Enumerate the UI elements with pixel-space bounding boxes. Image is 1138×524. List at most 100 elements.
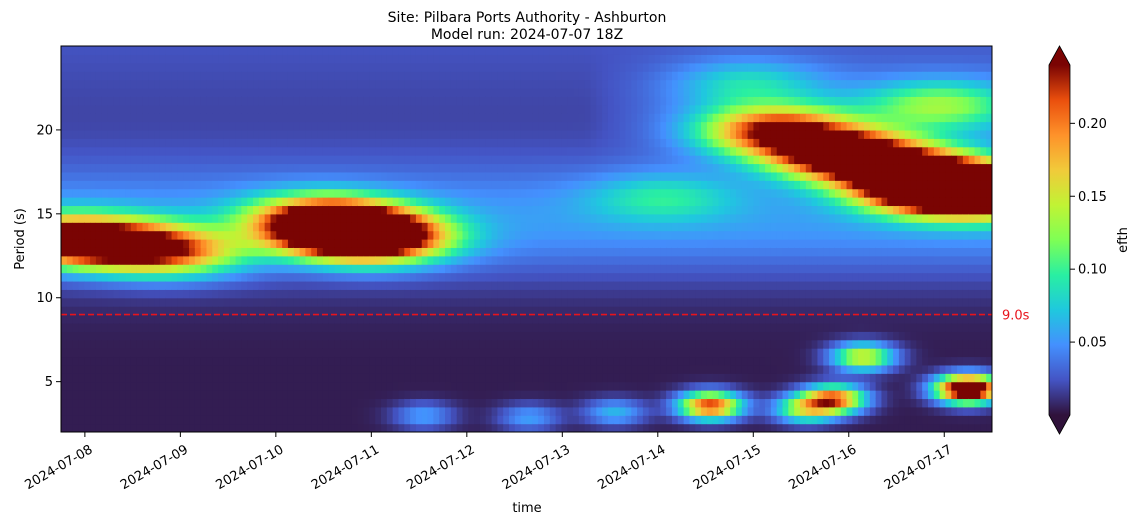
heatmap-cell — [520, 230, 528, 240]
heatmap-cell — [503, 230, 510, 240]
heatmap-cell — [381, 62, 388, 72]
heatmap-cell — [596, 146, 603, 156]
heatmap-cell — [299, 138, 306, 148]
heatmap-cell — [125, 155, 132, 165]
heatmap-cell — [322, 180, 330, 190]
heatmap-cell — [468, 146, 475, 156]
heatmap-cell — [328, 197, 336, 207]
heatmap-cell — [625, 348, 632, 358]
heatmap-cell — [61, 398, 68, 408]
heatmap-cell — [637, 121, 644, 131]
heatmap-cell — [462, 331, 469, 341]
heatmap-cell — [625, 423, 632, 432]
heatmap-cell — [381, 264, 388, 274]
heatmap-cell — [72, 188, 80, 198]
heatmap-cell — [282, 121, 289, 131]
heatmap-cell — [462, 230, 469, 240]
heatmap-cell — [683, 138, 691, 148]
heatmap-cell — [410, 180, 417, 190]
heatmap-cell — [346, 264, 353, 274]
heatmap-cell — [119, 197, 126, 207]
heatmap-cell — [392, 423, 400, 432]
heatmap-cell — [596, 339, 603, 349]
heatmap-cell — [677, 272, 685, 282]
heatmap-cell — [398, 381, 405, 391]
heatmap-cell — [456, 155, 464, 165]
heatmap-cell — [666, 146, 673, 156]
heatmap-cell — [677, 415, 685, 425]
heatmap-cell — [165, 138, 173, 148]
heatmap-cell — [538, 322, 545, 332]
heatmap-cell — [270, 138, 277, 148]
heatmap-cell — [421, 289, 429, 299]
heatmap-cell — [637, 222, 644, 232]
heatmap-cell — [631, 264, 638, 274]
heatmap-cell — [509, 79, 516, 89]
heatmap-cell — [642, 163, 650, 173]
heatmap-cell — [154, 272, 161, 282]
heatmap-cell — [392, 406, 400, 416]
heatmap-cell — [142, 272, 149, 282]
heatmap-cell — [584, 155, 592, 165]
heatmap-cell — [631, 289, 638, 299]
heatmap-cell — [415, 113, 423, 123]
heatmap-cell — [218, 163, 225, 173]
heatmap-cell — [194, 314, 202, 324]
heatmap-cell — [468, 348, 475, 358]
heatmap-cell — [293, 171, 301, 181]
heatmap-cell — [520, 54, 528, 64]
heatmap-cell — [474, 406, 481, 416]
heatmap-cell — [549, 155, 557, 165]
heatmap-cell — [305, 398, 312, 408]
heatmap-cell — [381, 230, 388, 240]
heatmap-cell — [125, 373, 132, 383]
heatmap-cell — [404, 280, 411, 290]
heatmap-cell — [555, 239, 563, 248]
heatmap-cell — [247, 331, 254, 341]
heatmap-cell — [404, 146, 411, 156]
heatmap-cell — [532, 46, 539, 55]
heatmap-cell — [171, 54, 178, 64]
heatmap-cell — [125, 104, 132, 114]
heatmap-cell — [497, 339, 504, 349]
heatmap-cell — [78, 280, 85, 290]
heatmap-cell — [66, 138, 74, 148]
heatmap-cell — [235, 104, 242, 114]
heatmap-cell — [119, 280, 126, 290]
heatmap-cell — [95, 348, 103, 358]
heatmap-cell — [317, 96, 324, 106]
heatmap-cell — [509, 314, 516, 324]
heatmap-cell — [491, 306, 499, 316]
heatmap-cell — [637, 62, 644, 72]
heatmap-cell — [189, 138, 196, 148]
heatmap-cell — [642, 71, 650, 81]
heatmap-cell — [369, 255, 376, 265]
heatmap-cell — [95, 406, 103, 416]
heatmap-cell — [270, 306, 277, 316]
heatmap-cell — [130, 322, 138, 332]
heatmap-cell — [258, 155, 266, 165]
heatmap-cell — [177, 255, 184, 265]
heatmap-cell — [375, 188, 382, 198]
heatmap-cell — [590, 87, 597, 97]
heatmap-cell — [415, 356, 423, 366]
heatmap-cell — [386, 171, 394, 181]
heatmap-cell — [410, 163, 417, 173]
heatmap-cell — [532, 381, 539, 391]
heatmap-cell — [509, 348, 516, 358]
heatmap-cell — [247, 264, 254, 274]
heatmap-cell — [223, 264, 231, 274]
heatmap-cell — [602, 230, 609, 240]
heatmap-cell — [555, 222, 563, 232]
heatmap-cell — [677, 146, 685, 156]
heatmap-cell — [410, 104, 417, 114]
heatmap-cell — [450, 121, 458, 131]
heatmap-cell — [264, 79, 272, 89]
heatmap-cell — [683, 348, 691, 358]
heatmap-cell — [223, 339, 231, 349]
heatmap-cell — [218, 289, 225, 299]
heatmap-cell — [317, 289, 324, 299]
heatmap-cell — [235, 381, 242, 391]
heatmap-cell — [212, 96, 219, 106]
heatmap-cell — [677, 339, 685, 349]
